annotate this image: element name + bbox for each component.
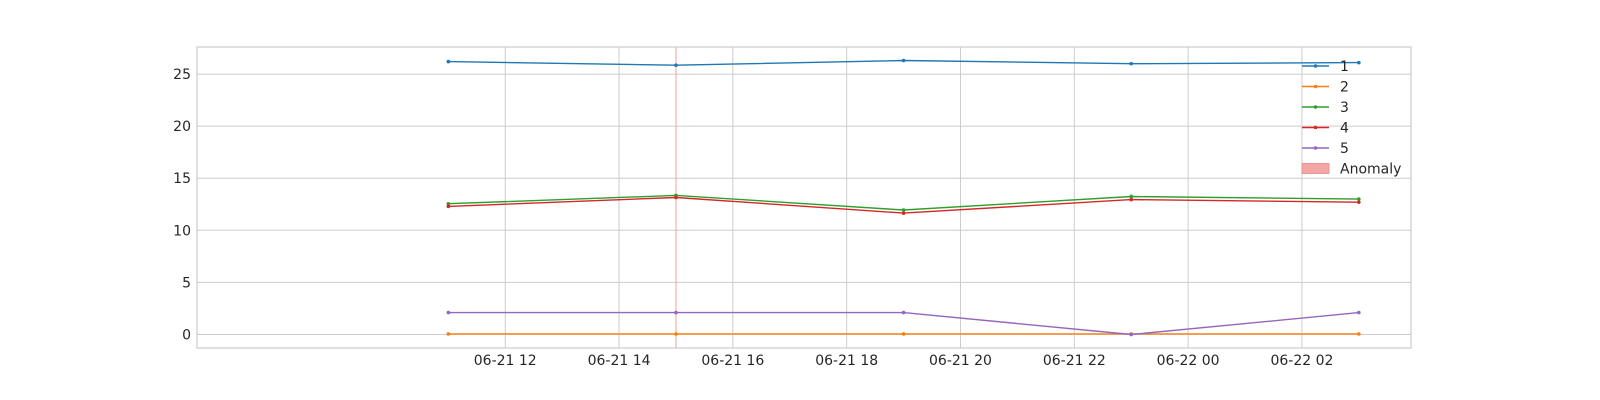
data-point (1129, 194, 1134, 199)
y-tick-label: 25 (173, 67, 191, 83)
legend-marker (1313, 105, 1318, 109)
x-tick-label: 06-21 22 (1043, 353, 1106, 369)
data-point (446, 332, 451, 336)
x-axis-ticks: 06-21 12 06-21 14 06-21 16 06-21 18 06-21 20… (474, 353, 1334, 369)
legend-label: 5 (1340, 141, 1349, 157)
legend-label: 1 (1340, 59, 1349, 75)
legend-label: 4 (1340, 121, 1349, 137)
data-point (1357, 197, 1361, 201)
data-point (1357, 310, 1361, 315)
series-lines (446, 58, 1361, 337)
x-tick-label: 06-21 18 (815, 353, 878, 369)
data-point (674, 332, 678, 336)
y-axis-ticks: 0 5 10 15 20 25 (173, 67, 191, 343)
data-point (901, 310, 906, 315)
series-line-5 (448, 311, 1359, 336)
x-tick-label: 06-22 02 (1270, 353, 1333, 369)
data-point (1129, 332, 1134, 337)
data-point (1357, 60, 1361, 65)
legend-label: 3 (1340, 100, 1349, 116)
data-point (901, 208, 906, 212)
y-tick-label: 5 (182, 275, 191, 291)
legend: 1 2 3 4 5 Anomaly (1301, 59, 1401, 178)
legend-label: 2 (1340, 80, 1349, 96)
data-point (901, 211, 906, 215)
series-line-3 (448, 194, 1359, 211)
legend-swatch-anomaly (1301, 163, 1330, 174)
x-tick-label: 06-21 16 (701, 353, 764, 369)
legend-marker (1313, 64, 1318, 68)
x-tick-label: 06-21 20 (929, 353, 992, 369)
data-point (674, 195, 678, 200)
y-tick-label: 10 (173, 223, 191, 239)
data-point (446, 201, 451, 206)
data-point (901, 332, 906, 336)
data-point (901, 58, 906, 63)
data-point (674, 63, 678, 68)
y-tick-label: 15 (173, 171, 191, 187)
legend-marker (1313, 125, 1318, 130)
legend-marker (1313, 84, 1318, 89)
data-point (1129, 197, 1134, 202)
plot-area-frame (196, 46, 1412, 349)
x-tick-label: 06-21 12 (474, 353, 537, 369)
data-point (446, 204, 451, 209)
data-point (1129, 61, 1134, 66)
y-tick-label: 20 (173, 119, 191, 135)
legend-label: Anomaly (1340, 162, 1401, 178)
data-point (674, 310, 678, 315)
x-tick-label: 06-22 00 (1157, 353, 1220, 369)
data-point (446, 310, 451, 315)
x-tick-label: 06-21 14 (588, 353, 651, 369)
legend-marker (1313, 146, 1318, 150)
grid (197, 47, 1411, 348)
data-point (446, 59, 451, 64)
y-tick-label: 0 (182, 327, 191, 343)
data-point (1357, 332, 1361, 336)
data-point (1357, 200, 1361, 204)
